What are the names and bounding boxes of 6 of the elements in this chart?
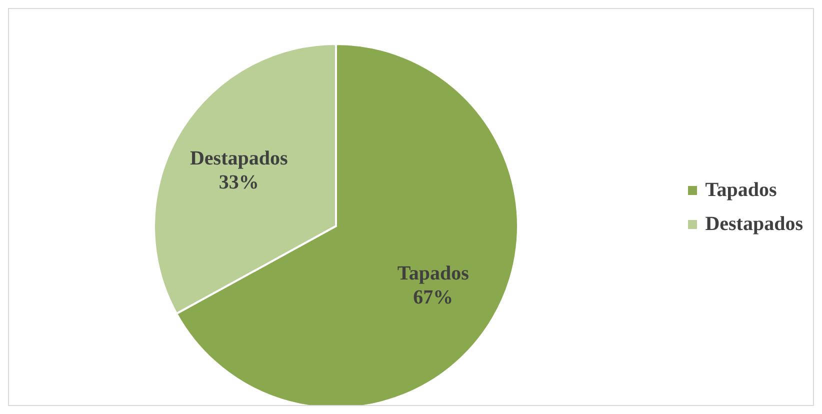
data-label: 67% — [413, 286, 454, 308]
slice-label: Tapados — [397, 262, 470, 284]
data-label: 33% — [218, 172, 259, 194]
legend-label: Destapados — [705, 212, 803, 237]
slice-label: Destapados — [190, 148, 288, 170]
legend-label: Tapados — [705, 178, 777, 203]
